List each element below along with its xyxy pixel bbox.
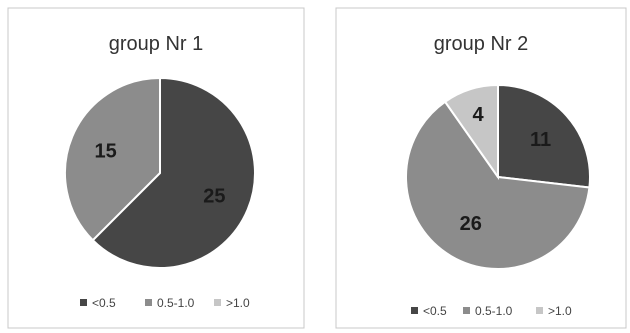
chart-title: group Nr 2	[434, 33, 529, 55]
legend-swatch	[536, 307, 543, 314]
data-label: 11	[530, 129, 551, 151]
chart-title: group Nr 1	[109, 33, 204, 55]
legend-label: >1.0	[548, 304, 572, 318]
legend-swatch	[80, 299, 87, 306]
legend-swatch	[463, 307, 470, 314]
pie-slice	[497, 83, 591, 189]
pie-slice	[404, 100, 591, 270]
pie-slice	[91, 76, 256, 269]
data-label: 25	[203, 186, 225, 208]
pie-slice	[443, 83, 499, 181]
legend-label: 0.5-1.0	[157, 296, 195, 310]
pie-chart-2: group Nr 2 11 26 4 <0.5 0.5-1.0 >1.0	[335, 7, 627, 329]
legend-label: >1.0	[226, 296, 250, 310]
pie-slice	[64, 76, 161, 242]
legend-swatch	[411, 307, 418, 314]
data-label: 4	[472, 104, 484, 126]
pie-chart-1: group Nr 1 25 15 <0.5 0.5-1.0 >1.0	[7, 7, 305, 329]
data-label: 26	[460, 213, 482, 235]
legend-label: <0.5	[92, 296, 116, 310]
legend-swatch	[145, 299, 152, 306]
legend-swatch	[214, 299, 221, 306]
legend-label: 0.5-1.0	[475, 304, 513, 318]
data-label: 15	[94, 140, 116, 162]
legend-label: <0.5	[423, 304, 447, 318]
